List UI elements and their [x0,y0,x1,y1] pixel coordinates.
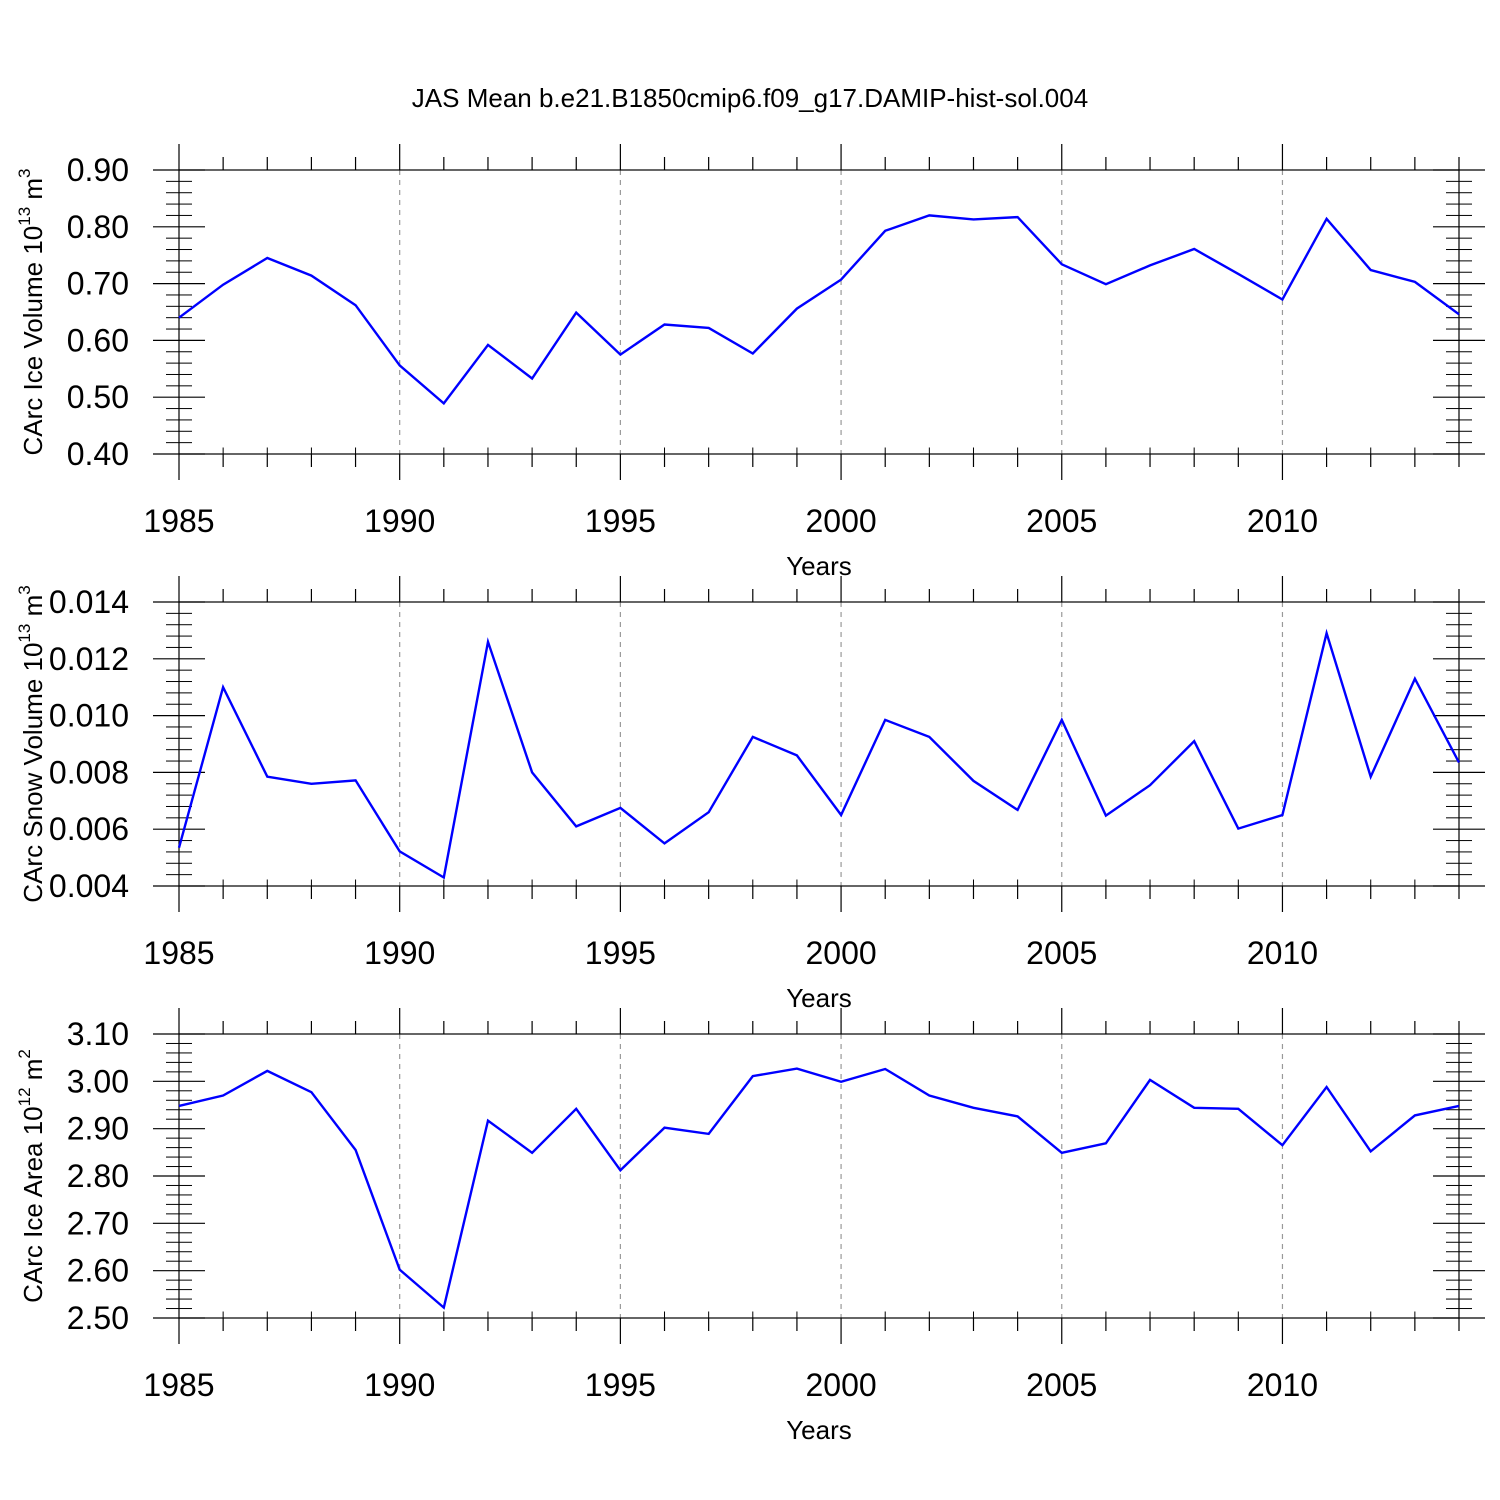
plot-frame [178,169,1460,455]
y-axis-label-superscript: 12 [15,1087,34,1106]
x-tick-label: 2005 [1026,503,1097,539]
x-tick-label: 2010 [1247,1367,1318,1403]
y-tick-label: 0.014 [49,584,129,620]
panel-1: 1985 1990 1995 2000 2005 2010 Years 0.40 0.50 0.6… [15,144,1485,581]
y-tick-label: 3.00 [67,1063,129,1099]
y-tick-label: 2.80 [67,1158,129,1194]
y-axis-label: CArc Ice Area 1012 m2 [15,1049,48,1303]
y-tick-label: 0.70 [67,266,129,302]
panels: 1985 1990 1995 2000 2005 2010 Years 0.40 0.50 0.6… [15,144,1485,1445]
x-tick-label: 1995 [585,503,656,539]
x-tick-label: 1990 [364,503,435,539]
y-tick-label: 0.50 [67,379,129,415]
x-tick-label: 2005 [1026,935,1097,971]
y-tick-label: 0.006 [49,811,129,847]
y-tick-label: 0.008 [49,754,129,790]
y-axis-label-superscript: 3 [15,585,34,594]
x-tick-label: 1985 [143,935,214,971]
x-tick-label: 1985 [143,503,214,539]
y-axis-label-superscript: 2 [15,1049,34,1058]
y-tick-label: 2.90 [67,1111,129,1147]
panel-3: 1985 1990 1995 2000 2005 2010 Years 2.50 2.60 2.7… [15,1008,1485,1445]
series-line [178,214,1460,406]
y-tick-label: 0.012 [49,641,129,677]
y-tick-label: 0.90 [67,152,129,188]
x-axis-label: Years [786,1415,852,1445]
series-line [177,628,1461,880]
y-axis-label: CArc Ice Volume 1013 m3 [15,168,48,455]
x-tick-label: 2000 [805,503,876,539]
y-tick-label: 3.10 [67,1016,129,1052]
x-axis-label: Years [786,983,852,1013]
x-tick-label: 1990 [364,935,435,971]
y-tick-label: 2.50 [67,1300,129,1336]
x-axis-label: Years [786,551,852,581]
y-tick-label: 0.004 [49,868,129,904]
x-tick-label: 1990 [364,1367,435,1403]
plot-frame [178,601,1460,887]
x-tick-label: 1985 [143,1367,214,1403]
y-axis-label: CArc Snow Volume 1013 m3 [15,585,48,902]
y-tick-label: 0.40 [67,436,129,472]
y-axis-label-text: CArc Snow Volume 10 [18,643,48,903]
y-tick-label: 0.010 [49,698,129,734]
x-tick-label: 2000 [805,1367,876,1403]
y-axis-label-text: CArc Ice Area 10 [18,1106,48,1303]
x-tick-label: 2000 [805,935,876,971]
y-axis-label-superscript: 13 [15,207,34,226]
y-tick-label: 2.70 [67,1205,129,1241]
y-tick-label: 0.60 [67,322,129,358]
y-tick-label: 2.60 [67,1253,129,1289]
y-axis-label-text: m [18,178,48,207]
x-tick-label: 2010 [1247,503,1318,539]
x-tick-label: 1995 [585,935,656,971]
series-line [178,1067,1460,1310]
y-axis-label-text: m [18,595,48,624]
panel-2: 1985 1990 1995 2000 2005 2010 Years 0.004 0.006 0… [15,576,1485,1013]
y-axis-label-text: m [18,1059,48,1088]
x-tick-label: 2010 [1247,935,1318,971]
y-axis-label-superscript: 3 [15,168,34,177]
x-tick-label: 2005 [1026,1367,1097,1403]
figure-title: JAS Mean b.e21.B1850cmip6.f09_g17.DAMIP-… [412,83,1088,113]
x-tick-label: 1995 [585,1367,656,1403]
y-axis-label-superscript: 13 [15,624,34,643]
y-axis-label-text: CArc Ice Volume 10 [18,226,48,456]
y-tick-label: 0.80 [67,209,129,245]
